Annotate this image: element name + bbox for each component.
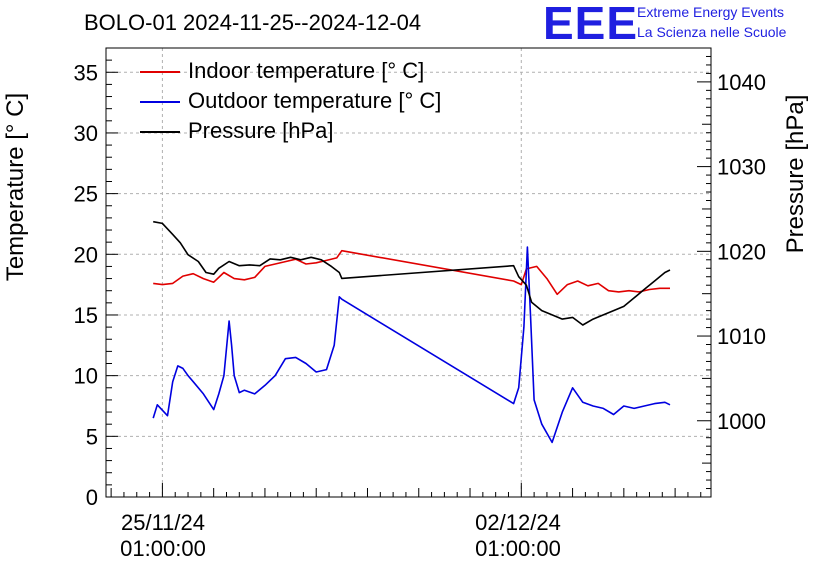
- y-right-tick-label: 1020: [717, 239, 766, 264]
- y-left-tick-label: 15: [74, 303, 98, 328]
- logo-line-2: La Scienza nelle Scuole: [637, 24, 787, 40]
- series-line-1: [152, 246, 671, 444]
- series-line-0: [153, 249, 670, 296]
- legend-indoor-label: Indoor temperature [° C]: [188, 58, 425, 83]
- x-tick-label-1: 25/11/24 01:00:00: [93, 510, 233, 562]
- eee-logo: EEE: [543, 0, 639, 49]
- chart-title: BOLO-01 2024-11-25--2024-12-04: [84, 10, 422, 35]
- y-left-tick-label: 20: [74, 242, 98, 267]
- x-tick-2-date: 02/12/24: [475, 510, 561, 535]
- series-line-2: [153, 220, 671, 326]
- y-left-tick-label: 10: [74, 364, 98, 389]
- logo-line-1: Extreme Energy Events: [637, 4, 785, 20]
- y-left-tick-label: 25: [74, 182, 98, 207]
- x-tick-2-time: 01:00:00: [475, 536, 561, 561]
- y-axis-right-label: Pressure [hPa]: [782, 94, 809, 254]
- y-left-tick-label: 0: [86, 485, 98, 510]
- legend-outdoor-label: Outdoor temperature [° C]: [188, 88, 442, 113]
- x-tick-1-time: 01:00:00: [120, 536, 206, 561]
- x-tick-label-2: 02/12/24 01:00:00: [448, 510, 588, 562]
- y-right-tick-label: 1040: [717, 70, 766, 95]
- y-left-tick-label: 30: [74, 121, 98, 146]
- y-right-tick-label: 1010: [717, 324, 766, 349]
- y-axis-left-label: Temperature [° C]: [2, 92, 29, 282]
- y-right-tick-label: 1000: [717, 409, 766, 434]
- legend-pressure-label: Pressure [hPa]: [188, 118, 334, 143]
- y-left-tick-label: 35: [74, 60, 98, 85]
- plot-frame: [105, 47, 712, 498]
- y-left-tick-label: 5: [86, 424, 98, 449]
- y-right-tick-label: 1030: [717, 155, 766, 180]
- x-tick-1-date: 25/11/24: [120, 510, 205, 535]
